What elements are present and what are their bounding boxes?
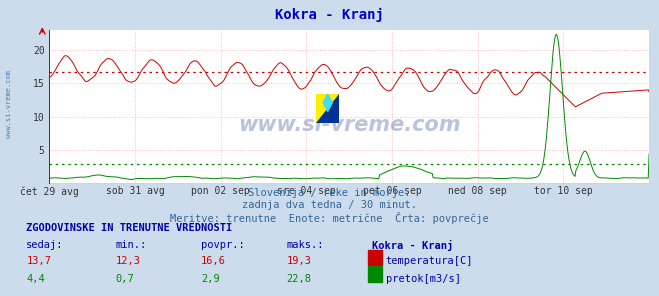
Text: min.:: min.: [115,240,146,250]
Text: povpr.:: povpr.: [201,240,244,250]
Text: www.si-vreme.com: www.si-vreme.com [5,70,12,138]
Text: 16,6: 16,6 [201,256,226,266]
Text: 19,3: 19,3 [287,256,312,266]
Text: pretok[m3/s]: pretok[m3/s] [386,274,461,284]
Text: 0,7: 0,7 [115,274,134,284]
Text: Meritve: trenutne  Enote: metrične  Črta: povprečje: Meritve: trenutne Enote: metrične Črta: … [170,212,489,224]
Polygon shape [323,94,332,112]
Text: 2,9: 2,9 [201,274,219,284]
Text: Kokra - Kranj: Kokra - Kranj [275,7,384,22]
Text: 22,8: 22,8 [287,274,312,284]
Text: temperatura[C]: temperatura[C] [386,256,473,266]
Text: 12,3: 12,3 [115,256,140,266]
Text: Slovenija / reke in morje.: Slovenija / reke in morje. [248,188,411,198]
Text: 13,7: 13,7 [26,256,51,266]
Text: www.si-vreme.com: www.si-vreme.com [238,115,461,135]
Polygon shape [316,94,339,123]
Text: Kokra - Kranj: Kokra - Kranj [372,240,453,251]
Text: ZGODOVINSKE IN TRENUTNE VREDNOSTI: ZGODOVINSKE IN TRENUTNE VREDNOSTI [26,223,233,234]
Text: maks.:: maks.: [287,240,324,250]
Polygon shape [316,94,339,123]
Text: sedaj:: sedaj: [26,240,64,250]
Text: 4,4: 4,4 [26,274,45,284]
Text: zadnja dva tedna / 30 minut.: zadnja dva tedna / 30 minut. [242,200,417,210]
